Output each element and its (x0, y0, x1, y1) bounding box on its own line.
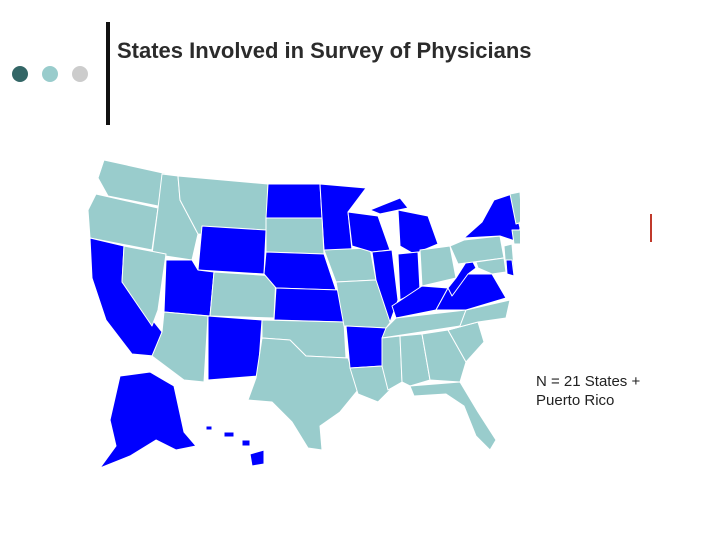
state-wa (97, 159, 173, 209)
state-fl (409, 381, 497, 451)
state-oh (419, 245, 457, 287)
bullet-dot-light (42, 66, 58, 82)
state-or (87, 193, 159, 251)
state-ne (263, 251, 337, 291)
state-sd (265, 217, 325, 255)
state-pa (449, 235, 505, 265)
state-co (209, 271, 277, 319)
survey-count-note: N = 21 States + Puerto Rico (536, 372, 640, 410)
bullet-dot-gray (72, 66, 88, 82)
state-hi (205, 425, 265, 467)
state-wy (197, 225, 267, 275)
state-de (505, 259, 515, 277)
state-vt (509, 191, 520, 225)
state-tx (247, 337, 359, 451)
slide-title: States Involved in Survey of Physicians (117, 38, 532, 63)
state-mo (335, 279, 393, 329)
state-nv (121, 245, 167, 327)
note-line-2: Puerto Rico (536, 392, 615, 409)
state-ks (273, 287, 345, 323)
us-map (87, 159, 520, 469)
red-marker (650, 214, 652, 242)
state-wv (447, 255, 477, 297)
state-nd (265, 183, 323, 219)
state-nm (207, 315, 263, 381)
state-az (151, 311, 209, 383)
state-wi (347, 211, 391, 253)
title-divider (106, 22, 110, 125)
state-ar (345, 325, 387, 369)
state-ct (511, 229, 520, 245)
note-line-1: N = 21 States + (536, 373, 641, 390)
state-ms (381, 335, 403, 391)
state-md (475, 257, 507, 275)
state-ak (99, 371, 197, 469)
state-la (349, 365, 391, 403)
bullet-dot-dark (12, 66, 28, 82)
state-al (399, 333, 431, 387)
